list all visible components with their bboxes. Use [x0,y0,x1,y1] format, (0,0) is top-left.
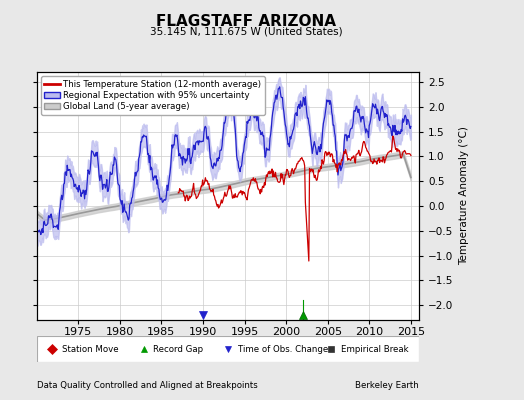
Legend: This Temperature Station (12-month average), Regional Expectation with 95% uncer: This Temperature Station (12-month avera… [41,76,265,114]
Text: 35.145 N, 111.675 W (United States): 35.145 N, 111.675 W (United States) [150,26,343,36]
Text: Time of Obs. Change: Time of Obs. Change [237,344,328,354]
Text: Empirical Break: Empirical Break [341,344,408,354]
FancyBboxPatch shape [37,336,419,362]
Y-axis label: Temperature Anomaly (°C): Temperature Anomaly (°C) [459,126,469,266]
Text: FLAGSTAFF ARIZONA: FLAGSTAFF ARIZONA [156,14,336,29]
Text: Berkeley Earth: Berkeley Earth [355,381,419,390]
Text: Data Quality Controlled and Aligned at Breakpoints: Data Quality Controlled and Aligned at B… [37,381,257,390]
Text: Record Gap: Record Gap [154,344,203,354]
Text: Station Move: Station Move [61,344,118,354]
